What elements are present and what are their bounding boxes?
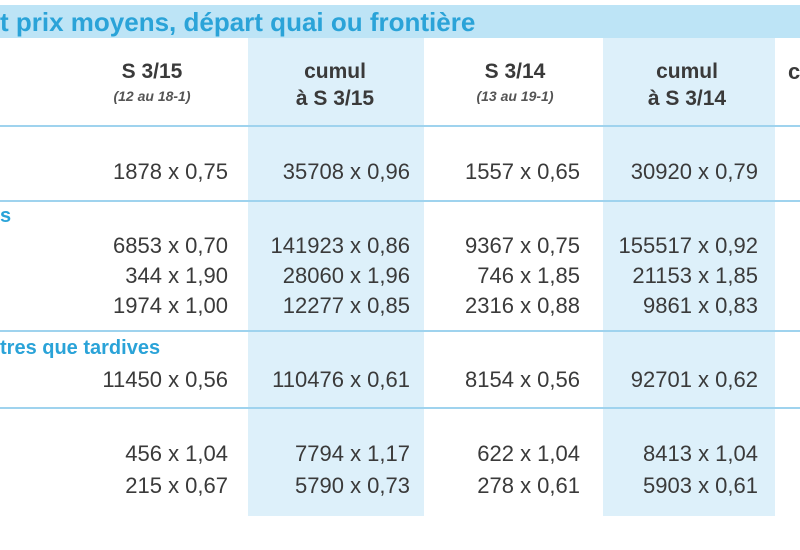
divider: [0, 330, 800, 332]
table-cell: 215 x 0,67: [125, 473, 228, 498]
title-bar: t prix moyens, départ quai ou frontière: [0, 5, 800, 38]
header-s314-dates: (13 au 19-1): [476, 88, 554, 104]
section-label: s: [0, 205, 12, 227]
table-cell: 8413 x 1,04: [643, 441, 758, 466]
header-cumul-s314-sub: à S 3/14: [647, 87, 727, 110]
table-cell: 746 x 1,85: [477, 263, 580, 288]
table-cell: 278 x 0,61: [477, 473, 580, 498]
table-cell: 28060 x 1,96: [282, 263, 410, 288]
table-cell: 456 x 1,04: [125, 441, 228, 466]
column-shade-cumul-2014: [603, 38, 775, 516]
table-cell: 8154 x 0,56: [465, 367, 580, 392]
table-cell: 155517 x 0,92: [618, 233, 758, 258]
table-cell: 1557 x 0,65: [465, 159, 580, 184]
table-cell: 92701 x 0,62: [630, 367, 758, 392]
table-cell: 9367 x 0,75: [465, 233, 580, 258]
table-cell: 1974 x 1,00: [113, 293, 228, 318]
table-cell: 2316 x 0,88: [465, 293, 580, 318]
divider: [0, 200, 800, 202]
table-cell: 12277 x 0,85: [282, 293, 410, 318]
divider: [0, 125, 800, 127]
table-cell: 5790 x 0,73: [295, 473, 410, 498]
table-cell: 622 x 1,04: [477, 441, 580, 466]
header-s314-title: S 3/14: [484, 60, 546, 83]
header-s315-title: S 3/15: [121, 60, 183, 83]
section-label: tres que tardives: [0, 337, 161, 359]
table-cell: 110476 x 0,61: [272, 367, 410, 392]
table-cell: 5903 x 0,61: [643, 473, 758, 498]
header-cumul-s314: cumul à S 3/14: [612, 58, 762, 112]
header-s314: S 3/14 (13 au 19-1): [445, 58, 585, 107]
header-s315: S 3/15 (12 au 18-1): [82, 58, 222, 107]
table-cell: 7794 x 1,17: [295, 441, 410, 466]
table-cell: 35708 x 0,96: [282, 159, 410, 184]
table-cell: 11450 x 0,56: [102, 367, 228, 392]
table-cell: 9861 x 0,83: [643, 293, 758, 318]
header-cumul-s315: cumul à S 3/15: [260, 58, 410, 112]
header-cumul-s315-title: cumul: [304, 60, 366, 83]
header-cumul-s315-sub: à S 3/15: [295, 87, 375, 110]
header-edge: c: [788, 59, 800, 84]
table-cell: 30920 x 0,79: [630, 159, 758, 184]
divider: [0, 407, 800, 409]
table-title: t prix moyens, départ quai ou frontière: [0, 7, 476, 37]
table-cell: 344 x 1,90: [125, 263, 228, 288]
table-cell: 1878 x 0,75: [113, 159, 228, 184]
column-shade-cumul-2015: [248, 38, 424, 516]
header-cumul-s314-title: cumul: [656, 60, 718, 83]
header-s315-dates: (12 au 18-1): [113, 88, 191, 104]
table-cell: 141923 x 0,86: [270, 233, 410, 258]
table-cell: 21153 x 1,85: [632, 263, 758, 288]
table-cell: 6853 x 0,70: [113, 233, 228, 258]
